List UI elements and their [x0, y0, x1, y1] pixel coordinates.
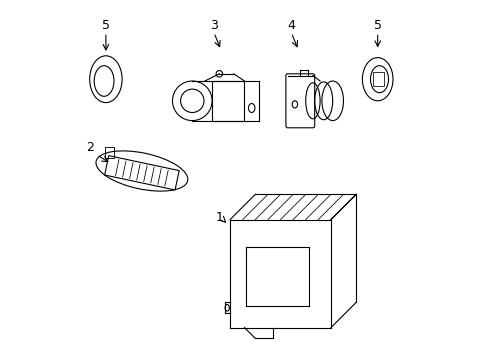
- Text: 4: 4: [287, 19, 295, 32]
- Text: 5: 5: [373, 19, 381, 32]
- Text: 5: 5: [102, 19, 110, 32]
- Text: 2: 2: [85, 141, 93, 154]
- Text: 3: 3: [209, 19, 217, 32]
- Text: 1: 1: [215, 211, 223, 224]
